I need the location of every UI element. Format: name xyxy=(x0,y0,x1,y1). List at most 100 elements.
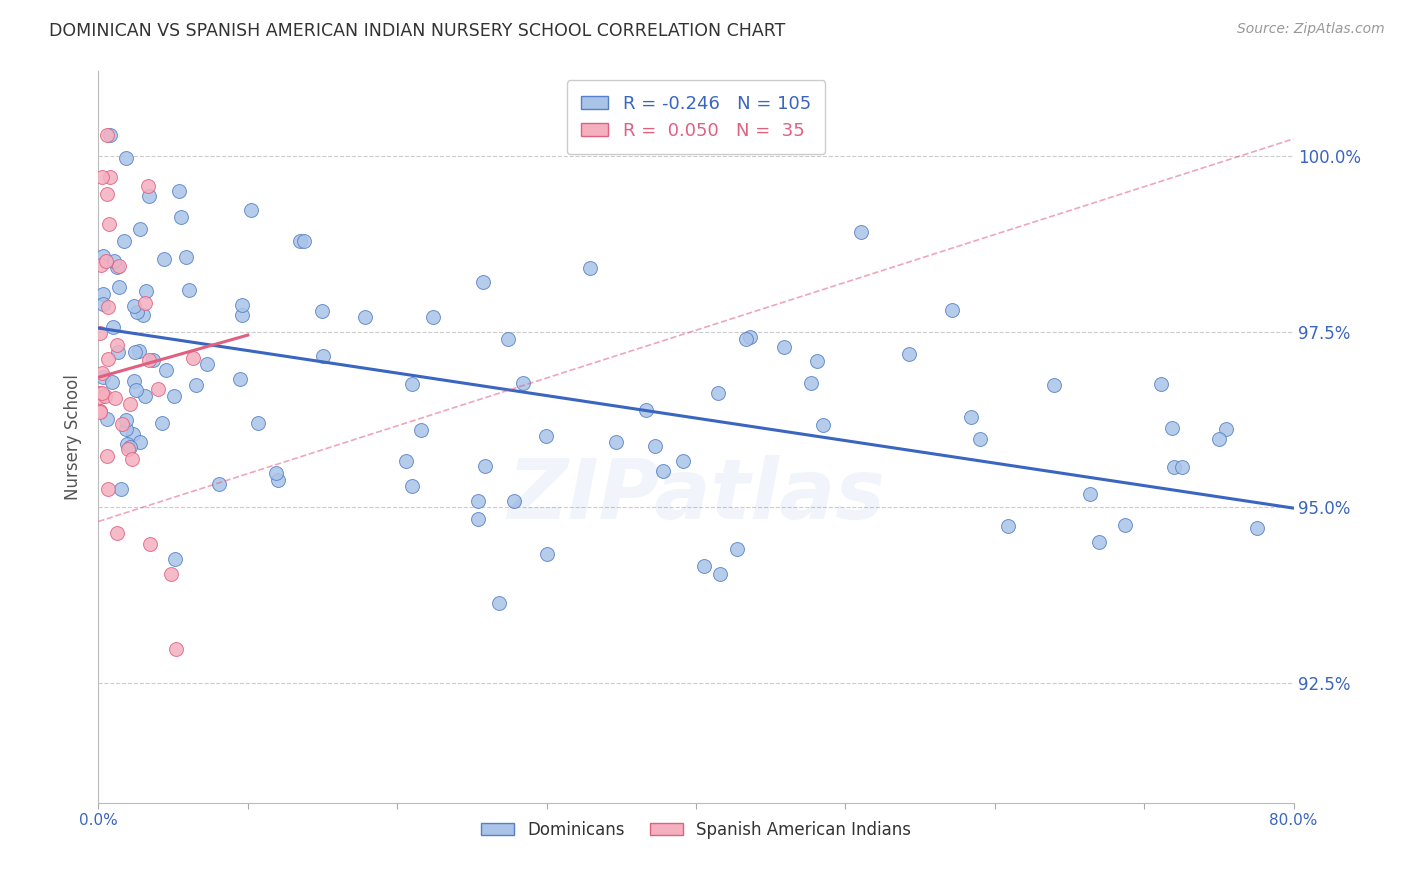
Point xyxy=(1114,518,1136,533)
Point xyxy=(644,439,666,453)
Point xyxy=(138,352,160,367)
Point xyxy=(91,366,114,380)
Point xyxy=(652,464,675,478)
Point xyxy=(91,249,114,263)
Point xyxy=(467,493,489,508)
Point xyxy=(101,319,124,334)
Point xyxy=(311,349,333,363)
Point xyxy=(498,332,520,346)
Point xyxy=(96,254,118,268)
Point xyxy=(121,451,143,466)
Point xyxy=(292,234,315,248)
Point xyxy=(96,128,118,142)
Point xyxy=(127,305,149,319)
Point xyxy=(636,403,658,417)
Point xyxy=(693,558,716,573)
Point xyxy=(503,494,526,508)
Point xyxy=(1088,534,1111,549)
Point xyxy=(91,287,114,301)
Point xyxy=(97,217,120,231)
Point xyxy=(135,285,157,299)
Point xyxy=(208,477,231,491)
Point xyxy=(163,388,186,402)
Point xyxy=(128,435,150,450)
Point xyxy=(153,252,176,266)
Point xyxy=(709,567,731,582)
Point xyxy=(181,351,204,366)
Point xyxy=(1170,459,1192,474)
Point xyxy=(98,128,121,142)
Point xyxy=(91,296,114,310)
Point xyxy=(105,260,128,275)
Point xyxy=(240,202,263,217)
Point xyxy=(1078,487,1101,501)
Point xyxy=(136,179,159,194)
Point xyxy=(1150,376,1173,391)
Point xyxy=(105,337,128,351)
Point xyxy=(605,435,627,450)
Legend: Dominicans, Spanish American Indians: Dominicans, Spanish American Indians xyxy=(474,814,918,846)
Point xyxy=(247,417,270,431)
Point xyxy=(114,422,136,436)
Point xyxy=(1043,378,1066,392)
Point xyxy=(122,427,145,442)
Point xyxy=(101,375,124,389)
Point xyxy=(90,258,112,272)
Point xyxy=(129,221,152,235)
Point xyxy=(120,441,142,455)
Point xyxy=(578,260,600,275)
Point xyxy=(118,396,141,410)
Point xyxy=(96,412,118,426)
Point xyxy=(395,454,418,468)
Point xyxy=(124,344,146,359)
Point xyxy=(806,354,828,368)
Point xyxy=(1246,521,1268,535)
Point xyxy=(90,386,112,401)
Point xyxy=(471,276,494,290)
Point xyxy=(124,299,146,313)
Point xyxy=(264,466,287,480)
Point xyxy=(1215,421,1237,435)
Point xyxy=(134,295,156,310)
Point xyxy=(174,250,197,264)
Point xyxy=(93,389,115,403)
Point xyxy=(131,308,153,322)
Point xyxy=(813,418,835,433)
Point xyxy=(997,519,1019,533)
Point xyxy=(134,389,156,403)
Point xyxy=(96,449,118,463)
Point xyxy=(735,332,758,346)
Point xyxy=(1161,421,1184,435)
Point xyxy=(89,390,111,404)
Point xyxy=(290,234,312,248)
Point xyxy=(167,184,190,198)
Point xyxy=(706,385,728,400)
Point xyxy=(960,409,983,424)
Point xyxy=(401,479,423,493)
Point xyxy=(160,566,183,581)
Point xyxy=(165,642,187,657)
Point xyxy=(96,186,118,201)
Point xyxy=(969,432,991,446)
Point xyxy=(107,280,129,294)
Point xyxy=(411,423,433,437)
Point xyxy=(125,383,148,397)
Point xyxy=(89,404,111,418)
Point xyxy=(117,442,139,457)
Point xyxy=(89,405,111,419)
Point xyxy=(104,392,127,406)
Point xyxy=(115,151,138,165)
Point xyxy=(89,326,111,340)
Point xyxy=(488,596,510,610)
Point xyxy=(148,382,170,396)
Text: Source: ZipAtlas.com: Source: ZipAtlas.com xyxy=(1237,22,1385,37)
Point xyxy=(773,340,796,354)
Point xyxy=(97,352,120,367)
Point xyxy=(177,283,200,297)
Point xyxy=(1208,432,1230,446)
Point xyxy=(467,512,489,526)
Point xyxy=(536,547,558,561)
Point xyxy=(103,254,125,268)
Point xyxy=(229,372,252,386)
Point xyxy=(155,363,177,377)
